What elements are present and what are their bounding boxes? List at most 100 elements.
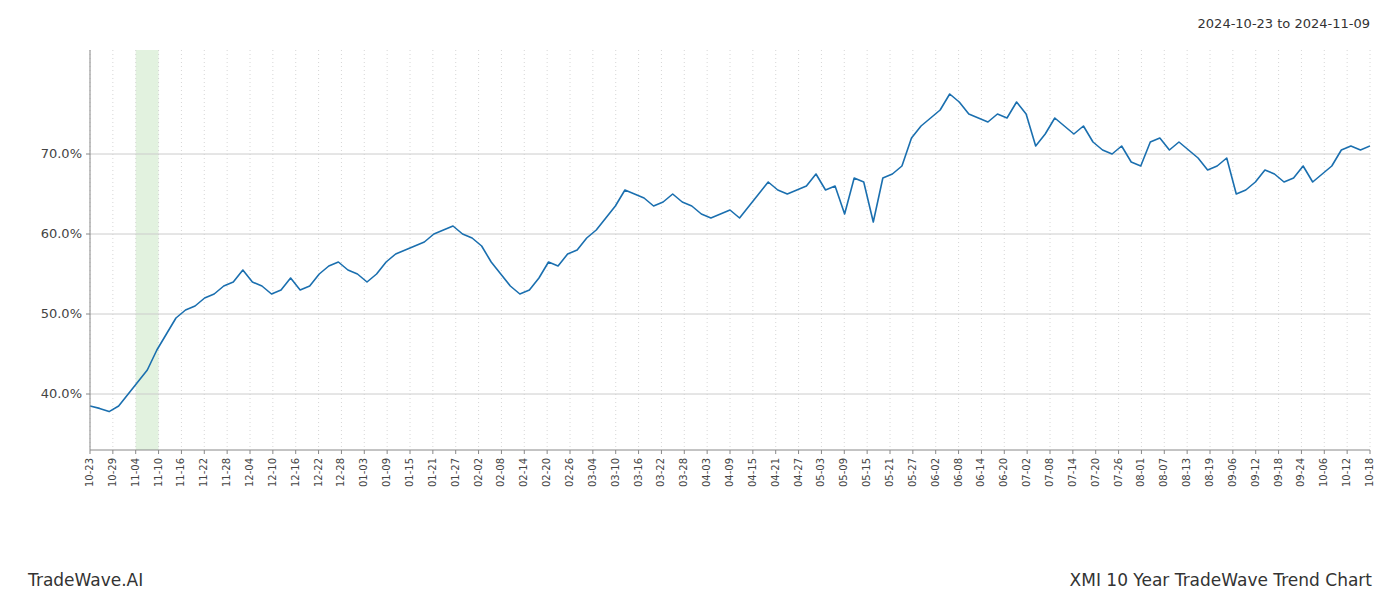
x-tick [181,450,182,454]
x-grid-line [135,50,136,450]
x-grid-line [958,50,959,450]
y-tick-label: 60.0% [41,226,82,241]
x-grid-line [1301,50,1302,450]
x-grid-line [752,50,753,450]
x-grid-line [1187,50,1188,450]
x-grid-line [615,50,616,450]
x-grid-line [592,50,593,450]
x-tick [227,450,228,454]
y-tick-label: 40.0% [41,386,82,401]
x-tick [1164,450,1165,454]
x-tick-label: 12-16 [290,458,301,487]
x-tick-label: 02-14 [518,458,529,487]
x-grid-line [798,50,799,450]
x-grid-line [1347,50,1348,450]
x-grid-line [707,50,708,450]
x-tick-label: 08-19 [1204,458,1215,487]
x-grid-line [318,50,319,450]
x-tick-label: 04-21 [770,458,781,487]
x-tick-label: 01-03 [358,458,369,487]
x-tick [1255,450,1256,454]
x-grid-line [844,50,845,450]
x-tick-label: 03-28 [678,458,689,487]
x-tick [455,450,456,454]
x-grid-line [1164,50,1165,450]
x-grid-line [387,50,388,450]
x-tick-label: 05-09 [838,458,849,487]
x-grid-line [638,50,639,450]
x-tick-label: 11-22 [198,458,209,487]
x-tick [752,450,753,454]
x-grid-line [775,50,776,450]
x-grid-line [227,50,228,450]
x-tick [1095,450,1096,454]
x-tick [958,450,959,454]
y-tick-label: 50.0% [41,306,82,321]
x-tick [661,450,662,454]
x-grid-line [181,50,182,450]
x-grid-line [432,50,433,450]
x-tick [364,450,365,454]
x-tick-label: 07-26 [1113,458,1124,487]
y-tick [86,314,90,315]
x-tick [295,450,296,454]
x-tick [798,450,799,454]
x-tick-label: 11-28 [221,458,232,487]
x-grid-line [730,50,731,450]
x-tick [615,450,616,454]
x-tick [1210,450,1211,454]
x-tick [1072,450,1073,454]
x-tick-label: 07-20 [1090,458,1101,487]
x-tick-label: 06-02 [930,458,941,487]
x-grid-line [158,50,159,450]
x-grid-line [1095,50,1096,450]
x-tick [1278,450,1279,454]
x-grid-line [341,50,342,450]
x-grid-line [867,50,868,450]
x-tick-label: 04-15 [747,458,758,487]
x-tick-label: 04-03 [701,458,712,487]
x-tick [410,450,411,454]
grid [90,50,1370,450]
x-tick-label: 08-13 [1181,458,1192,487]
x-tick-label: 10-23 [84,458,95,487]
x-tick [707,450,708,454]
x-tick [1141,450,1142,454]
x-tick-label: 12-22 [313,458,324,487]
x-grid-line [524,50,525,450]
y-axis-line [90,50,91,450]
x-grid-line [684,50,685,450]
x-tick [135,450,136,454]
x-tick-label: 03-22 [655,458,666,487]
x-tick [1232,450,1233,454]
x-grid-line [272,50,273,450]
x-tick-label: 10-18 [1364,458,1375,487]
highlight-group [136,50,159,450]
x-grid-line [981,50,982,450]
series-group [90,94,1370,412]
x-tick-label: 07-08 [1044,458,1055,487]
x-grid-line [1004,50,1005,450]
x-tick [592,450,593,454]
x-grid-line [1232,50,1233,450]
chart: 40.0%50.0%60.0%70.0%10-2310-2911-0411-10… [0,0,1400,600]
x-tick-label: 05-21 [884,458,895,487]
annotation: TradeWave.AI [27,570,143,590]
x-tick-label: 09-06 [1227,458,1238,487]
x-tick-label: 11-10 [153,458,164,487]
y-tick [86,154,90,155]
x-tick [570,450,571,454]
x-grid-line [112,50,113,450]
x-tick [432,450,433,454]
x-tick [272,450,273,454]
x-grid-line [821,50,822,450]
series-line [90,94,1370,412]
x-tick-label: 08-01 [1135,458,1146,487]
highlight-band [136,50,159,450]
x-tick [912,450,913,454]
x-tick-label: 10-12 [1341,458,1352,487]
x-tick [775,450,776,454]
x-tick-label: 06-08 [953,458,964,487]
x-tick-label: 05-15 [861,458,872,487]
x-tick [1370,450,1371,454]
